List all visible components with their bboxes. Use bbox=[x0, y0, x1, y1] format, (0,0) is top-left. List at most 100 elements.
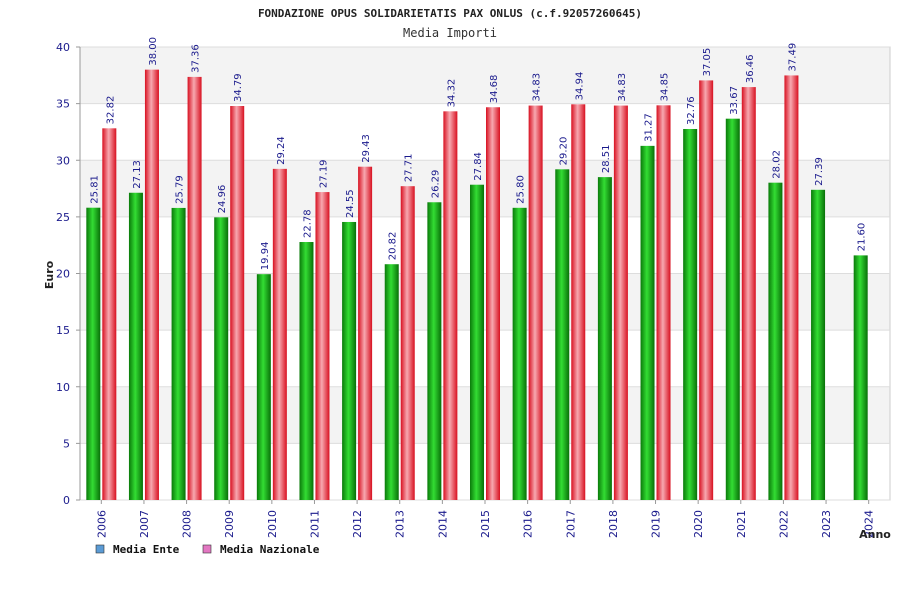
y-tick-label: 0 bbox=[63, 494, 70, 507]
bar-media-nazionale-2010 bbox=[272, 168, 287, 500]
y-tick-label: 5 bbox=[63, 437, 70, 450]
bar-media-ente-2020 bbox=[683, 128, 698, 501]
legend-swatch-media-nazionale bbox=[202, 544, 212, 554]
data-label: 34.83 bbox=[617, 73, 628, 102]
bar-media-nazionale-2019 bbox=[656, 105, 671, 500]
data-label: 25.80 bbox=[516, 175, 527, 204]
x-tick-label: 2017 bbox=[564, 510, 577, 538]
bar-media-nazionale-2017 bbox=[571, 104, 586, 500]
data-label: 33.67 bbox=[729, 86, 740, 115]
y-axis-ticks: 0 5 10 15 20 25 30 35 40 bbox=[56, 41, 81, 507]
data-label: 36.46 bbox=[745, 54, 756, 83]
x-tick-label: 2024 bbox=[863, 510, 876, 538]
x-tick-label: 2016 bbox=[522, 510, 535, 538]
data-label: 29.24 bbox=[276, 136, 287, 165]
bar-media-ente-2022 bbox=[768, 182, 783, 500]
bar-media-ente-2013 bbox=[384, 264, 399, 500]
x-tick-label: 2020 bbox=[692, 510, 705, 538]
bar-media-nazionale-2018 bbox=[613, 105, 628, 501]
data-label: 37.05 bbox=[702, 48, 713, 77]
bar-media-ente-2023 bbox=[811, 189, 826, 501]
data-label: 34.32 bbox=[446, 79, 457, 108]
bar-media-ente-2018 bbox=[597, 177, 612, 500]
x-tick-label: 2022 bbox=[777, 510, 790, 538]
x-axis-ticks: 2006 2007 2008 2009 2010 2011 2012 2013 2014 2015… bbox=[95, 500, 876, 538]
x-tick-label: 2013 bbox=[394, 510, 407, 538]
data-label: 31.27 bbox=[644, 113, 655, 142]
bar-media-nazionale-2014 bbox=[443, 111, 458, 501]
data-label: 28.02 bbox=[771, 150, 782, 179]
data-label: 24.55 bbox=[345, 189, 356, 218]
bar-media-ente-2006 bbox=[86, 207, 101, 500]
bar-media-ente-2009 bbox=[214, 217, 229, 500]
legend-label-media-ente: Media Ente bbox=[113, 543, 180, 556]
bar-media-nazionale-2012 bbox=[358, 166, 373, 500]
data-label: 25.79 bbox=[175, 175, 186, 204]
data-label: 25.81 bbox=[89, 175, 100, 204]
data-label: 34.94 bbox=[574, 72, 585, 101]
bar-media-ente-2011 bbox=[299, 242, 314, 501]
legend: Media Ente Media Nazionale bbox=[95, 543, 320, 556]
x-tick-label: 2015 bbox=[479, 510, 492, 538]
x-tick-label: 2006 bbox=[95, 510, 108, 538]
x-tick-label: 2021 bbox=[735, 510, 748, 538]
data-label: 37.36 bbox=[191, 44, 202, 73]
y-axis-label: Euro bbox=[43, 260, 56, 289]
bar-media-nazionale-2006 bbox=[102, 128, 117, 500]
bar-media-ente-2017 bbox=[555, 169, 570, 500]
y-tick-label: 35 bbox=[56, 98, 70, 111]
data-labels: 25.81 32.82 27.13 38.00 25.79 37.36 24.96 34.79… bbox=[89, 37, 867, 270]
data-label: 32.76 bbox=[686, 96, 697, 125]
data-label: 28.51 bbox=[601, 144, 612, 173]
bar-media-nazionale-2015 bbox=[486, 107, 500, 501]
bar-media-ente-2008 bbox=[171, 207, 186, 500]
bar-media-nazionale-2009 bbox=[230, 106, 245, 501]
x-tick-label: 2012 bbox=[351, 510, 364, 538]
bar-media-nazionale-2011 bbox=[315, 192, 330, 501]
bar-media-ente-2021 bbox=[725, 118, 740, 500]
bar-media-ente-2010 bbox=[256, 274, 271, 500]
x-tick-label: 2007 bbox=[138, 510, 151, 538]
data-label: 22.78 bbox=[302, 209, 313, 238]
data-label: 34.83 bbox=[532, 73, 543, 102]
data-label: 27.19 bbox=[318, 159, 329, 188]
bar-media-ente-2019 bbox=[640, 145, 655, 500]
data-label: 34.79 bbox=[233, 73, 244, 102]
data-label: 29.43 bbox=[361, 134, 372, 163]
y-tick-label: 20 bbox=[56, 268, 70, 281]
x-tick-label: 2009 bbox=[223, 510, 236, 538]
x-tick-label: 2019 bbox=[650, 510, 663, 538]
data-label: 20.82 bbox=[388, 232, 399, 261]
data-label: 29.20 bbox=[558, 137, 569, 166]
y-tick-label: 25 bbox=[56, 211, 70, 224]
data-label: 34.85 bbox=[660, 73, 671, 102]
x-tick-label: 2008 bbox=[181, 510, 194, 538]
legend-label-media-nazionale: Media Nazionale bbox=[220, 543, 320, 556]
data-label: 32.82 bbox=[105, 96, 116, 125]
legend-swatch-media-ente bbox=[95, 544, 105, 554]
bar-media-nazionale-2008 bbox=[187, 76, 202, 500]
x-tick-label: 2010 bbox=[266, 510, 279, 538]
data-label: 26.29 bbox=[430, 170, 441, 199]
x-tick-label: 2011 bbox=[308, 510, 321, 538]
data-label: 19.94 bbox=[260, 242, 271, 271]
x-axis-label: Anno bbox=[859, 528, 891, 541]
y-tick-label: 30 bbox=[56, 154, 70, 167]
data-label: 38.00 bbox=[148, 37, 159, 66]
x-tick-label: 2023 bbox=[820, 510, 833, 538]
bar-media-ente-2007 bbox=[128, 192, 143, 500]
y-tick-label: 10 bbox=[56, 381, 70, 394]
bar-media-nazionale-2021 bbox=[741, 87, 756, 500]
bar-media-ente-2024 bbox=[853, 255, 868, 500]
bar-media-nazionale-2016 bbox=[528, 105, 543, 501]
bar-media-ente-2016 bbox=[512, 207, 527, 500]
data-label: 27.84 bbox=[473, 152, 484, 181]
data-label: 37.49 bbox=[787, 43, 798, 72]
bar-media-ente-2015 bbox=[470, 184, 484, 500]
data-label: 34.68 bbox=[489, 75, 500, 104]
data-label: 27.39 bbox=[814, 157, 825, 186]
data-label: 27.71 bbox=[404, 154, 415, 183]
chart-subtitle: Media Importi bbox=[403, 26, 497, 40]
bar-media-nazionale-2022 bbox=[784, 75, 799, 500]
